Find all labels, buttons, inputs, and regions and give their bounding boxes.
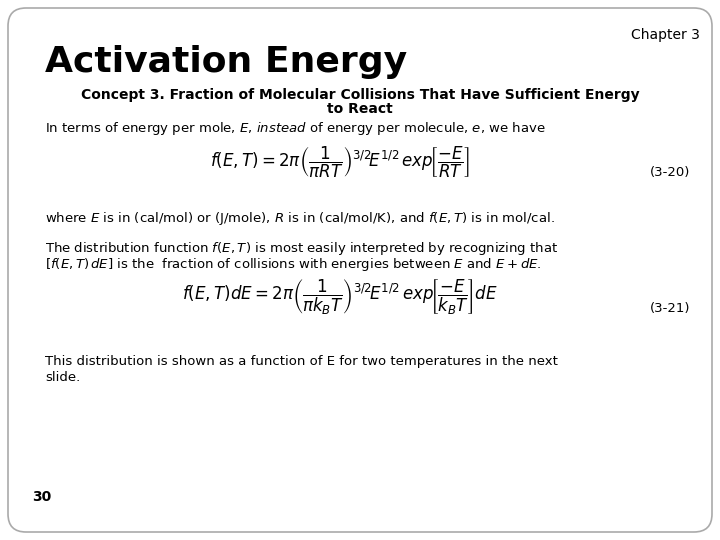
- Text: (3-21): (3-21): [649, 302, 690, 315]
- Text: In terms of energy per mole, $E$, $\it{instead}$ of energy per molecule, $e$, we: In terms of energy per mole, $E$, $\it{i…: [45, 120, 546, 137]
- Text: This distribution is shown as a function of E for two temperatures in the next: This distribution is shown as a function…: [45, 355, 558, 368]
- Text: (3-20): (3-20): [649, 166, 690, 179]
- Text: to React: to React: [327, 102, 393, 116]
- Text: Concept 3. Fraction of Molecular Collisions That Have Sufficient Energy: Concept 3. Fraction of Molecular Collisi…: [81, 88, 639, 102]
- Text: $f\left(E,T\right)=2\pi\left(\dfrac{1}{\pi RT}\right)^{3/2}\!E^{1/2}\,exp\!\left: $f\left(E,T\right)=2\pi\left(\dfrac{1}{\…: [210, 145, 470, 180]
- Text: $f\left(E,T\right)dE=2\pi\left(\dfrac{1}{\pi k_B T}\right)^{3/2}\!E^{1/2}\,exp\!: $f\left(E,T\right)dE=2\pi\left(\dfrac{1}…: [182, 278, 498, 317]
- Text: Activation Energy: Activation Energy: [45, 45, 407, 79]
- Text: where $E$ is in (cal/mol) or (J/mole), $R$ is in (cal/mol/K), and $f(E,T)$ is in: where $E$ is in (cal/mol) or (J/mole), $…: [45, 210, 555, 227]
- Text: 30: 30: [32, 490, 51, 504]
- FancyBboxPatch shape: [8, 8, 712, 532]
- Text: Chapter 3: Chapter 3: [631, 28, 700, 42]
- Text: The distribution function $f(E,T)$ is most easily interpreted by recognizing tha: The distribution function $f(E,T)$ is mo…: [45, 240, 558, 257]
- Text: slide.: slide.: [45, 371, 80, 384]
- Text: [$f(E,T)\,dE$] is the  fraction of collisions with energies between $E$ and $E +: [$f(E,T)\,dE$] is the fraction of collis…: [45, 256, 541, 273]
